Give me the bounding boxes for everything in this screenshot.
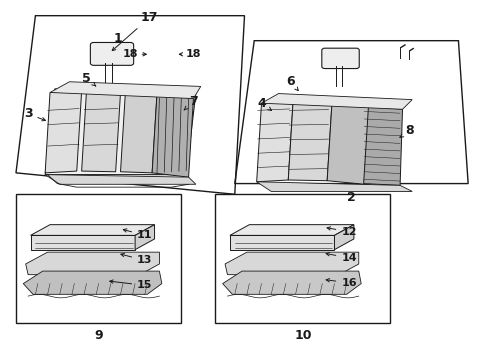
Text: 4: 4 bbox=[257, 97, 271, 111]
Text: 2: 2 bbox=[346, 191, 355, 204]
Polygon shape bbox=[256, 101, 292, 182]
Polygon shape bbox=[45, 91, 81, 173]
Text: 17: 17 bbox=[112, 11, 158, 51]
Text: 8: 8 bbox=[399, 124, 413, 137]
Text: 3: 3 bbox=[24, 107, 45, 121]
Polygon shape bbox=[26, 252, 159, 275]
FancyBboxPatch shape bbox=[321, 48, 359, 68]
Polygon shape bbox=[261, 94, 411, 109]
Text: 18: 18 bbox=[185, 49, 201, 59]
Text: 13: 13 bbox=[121, 253, 152, 265]
Polygon shape bbox=[45, 89, 196, 175]
Text: 7: 7 bbox=[184, 95, 198, 110]
Polygon shape bbox=[152, 94, 193, 177]
Polygon shape bbox=[229, 225, 353, 235]
Polygon shape bbox=[224, 252, 358, 275]
Polygon shape bbox=[229, 235, 334, 249]
Polygon shape bbox=[120, 93, 157, 173]
Polygon shape bbox=[81, 91, 120, 172]
Text: 5: 5 bbox=[82, 72, 96, 86]
Polygon shape bbox=[256, 182, 411, 192]
Text: 1: 1 bbox=[114, 32, 122, 45]
Polygon shape bbox=[23, 271, 162, 294]
Text: 10: 10 bbox=[293, 329, 311, 342]
Text: 18: 18 bbox=[122, 49, 138, 59]
Polygon shape bbox=[222, 271, 361, 294]
Polygon shape bbox=[135, 225, 154, 249]
Polygon shape bbox=[334, 225, 353, 249]
Text: 12: 12 bbox=[326, 227, 356, 237]
Polygon shape bbox=[45, 175, 196, 184]
Polygon shape bbox=[363, 106, 402, 185]
Bar bbox=[215, 194, 389, 323]
Polygon shape bbox=[326, 102, 372, 185]
Polygon shape bbox=[30, 235, 135, 249]
Text: 9: 9 bbox=[94, 329, 103, 342]
Text: 6: 6 bbox=[286, 75, 298, 91]
Polygon shape bbox=[287, 101, 331, 181]
Polygon shape bbox=[50, 82, 201, 99]
Bar bbox=[16, 194, 181, 323]
Text: 14: 14 bbox=[325, 253, 356, 263]
Polygon shape bbox=[30, 225, 154, 235]
Text: 16: 16 bbox=[325, 278, 356, 288]
FancyBboxPatch shape bbox=[90, 42, 133, 65]
Text: 15: 15 bbox=[109, 280, 152, 291]
Text: 11: 11 bbox=[123, 229, 152, 240]
